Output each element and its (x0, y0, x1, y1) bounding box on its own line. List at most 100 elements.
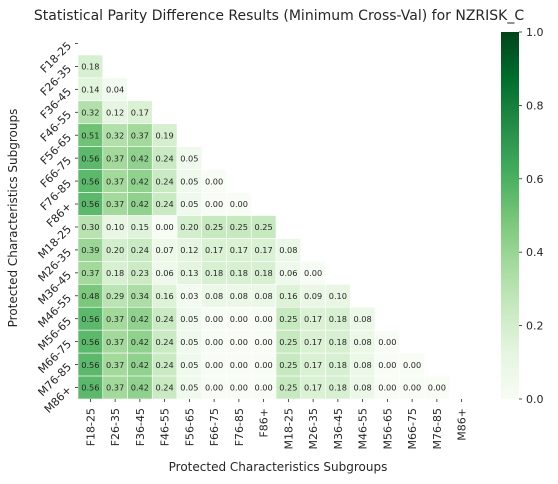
x-tick-label: M26-35 (307, 408, 320, 449)
cell-value-label: 0.42 (131, 337, 149, 347)
cell-value-label: 0.51 (81, 130, 99, 140)
cell-value-label: 0.25 (279, 337, 297, 347)
y-axis-ticks: F18-25F26-35F36-45F46-55F56-65F66-75F76-… (36, 39, 78, 416)
cell-value-label: 0.32 (81, 107, 99, 117)
cell-value-label: 0.05 (180, 314, 198, 324)
cell-value-label: 0.29 (106, 291, 124, 301)
x-tick-label: F18-25 (84, 408, 97, 446)
colorbar-tick-label: 0.6 (526, 173, 544, 186)
cell-value-label: 0.17 (304, 314, 322, 324)
cell-value-label: 0.37 (131, 130, 149, 140)
cell-value-label: 0.30 (81, 222, 99, 232)
cell-value-label: 0.00 (205, 383, 223, 393)
cell-value-label: 0.18 (329, 360, 347, 370)
cell-value-label: 0.18 (329, 314, 347, 324)
colorbar-tick-label: 0.4 (526, 246, 544, 259)
cell-value-label: 0.00 (205, 337, 223, 347)
cell-value-label: 0.00 (230, 383, 248, 393)
cell-value-label: 0.00 (255, 314, 273, 324)
cell-value-label: 0.18 (81, 62, 99, 72)
chart-title: Statistical Parity Difference Results (M… (34, 8, 524, 24)
cell-value-label: 0.00 (428, 383, 446, 393)
cell-value-label: 0.25 (255, 222, 273, 232)
x-tick-label: M56-65 (381, 408, 394, 449)
cell-value-label: 0.39 (81, 245, 99, 255)
cell-value-label: 0.24 (156, 314, 174, 324)
cell-value-label: 0.18 (205, 268, 223, 278)
cell-value-label: 0.56 (81, 337, 99, 347)
cell-value-label: 0.56 (81, 314, 99, 324)
cell-value-label: 0.24 (156, 337, 174, 347)
cell-value-label: 0.37 (106, 199, 124, 209)
cell-value-label: 0.24 (131, 245, 149, 255)
cell-value-label: 0.24 (156, 153, 174, 163)
cell-value-label: 0.05 (180, 199, 198, 209)
cell-value-label: 0.18 (329, 383, 347, 393)
cell-value-label: 0.00 (304, 268, 322, 278)
cell-value-label: 0.42 (131, 383, 149, 393)
cell-value-label: 0.06 (279, 268, 297, 278)
cell-value-label: 0.00 (378, 337, 396, 347)
cell-value-label: 0.24 (156, 360, 174, 370)
x-tick-label: F26-35 (109, 408, 122, 446)
colorbar-tick-label: 0.0 (526, 393, 544, 406)
cell-value-label: 0.00 (403, 360, 421, 370)
colorbar-ticks: 0.0 0.2 0.4 0.6 0.8 1.0 (519, 26, 544, 406)
x-tick-label: M66-75 (406, 408, 419, 449)
cell-value-label: 0.00 (230, 337, 248, 347)
x-tick-label: M36-45 (332, 408, 345, 449)
cell-value-label: 0.07 (156, 245, 174, 255)
cell-value-label: 0.12 (106, 107, 124, 117)
cell-value-label: 0.56 (81, 153, 99, 163)
cell-value-label: 0.00 (205, 176, 223, 186)
cell-value-label: 0.42 (131, 153, 149, 163)
cell-value-label: 0.05 (180, 383, 198, 393)
cell-value-label: 0.37 (106, 337, 124, 347)
cell-value-label: 0.00 (156, 222, 174, 232)
cell-value-label: 0.15 (131, 222, 149, 232)
heatmap-cell-labels: 0.18 0.14 0.04 0.32 0.12 0.17 0.51 0.32 0.37 0.19… (81, 62, 446, 393)
cell-value-label: 0.04 (106, 85, 124, 95)
cell-value-label: 0.56 (81, 360, 99, 370)
cell-value-label: 0.08 (354, 383, 372, 393)
cell-value-label: 0.00 (255, 360, 273, 370)
cell-value-label: 0.00 (378, 383, 396, 393)
cell-value-label: 0.08 (354, 337, 372, 347)
x-tick-label: M18-25 (282, 408, 295, 449)
cell-value-label: 0.16 (279, 291, 297, 301)
cell-value-label: 0.37 (106, 314, 124, 324)
cell-value-label: 0.17 (230, 245, 248, 255)
cell-value-label: 0.05 (180, 153, 198, 163)
cell-value-label: 0.00 (255, 337, 273, 347)
cell-value-label: 0.13 (180, 268, 198, 278)
cell-value-label: 0.56 (81, 199, 99, 209)
cell-value-label: 0.56 (81, 383, 99, 393)
cell-value-label: 0.06 (156, 268, 174, 278)
cell-value-label: 0.18 (230, 268, 248, 278)
cell-value-label: 0.24 (156, 199, 174, 209)
cell-value-label: 0.37 (106, 176, 124, 186)
cell-value-label: 0.17 (131, 107, 149, 117)
cell-value-label: 0.37 (106, 153, 124, 163)
x-tick-label: F36-45 (134, 408, 147, 446)
cell-value-label: 0.00 (205, 360, 223, 370)
cell-value-label: 0.42 (131, 176, 149, 186)
cell-value-label: 0.23 (131, 268, 149, 278)
cell-value-label: 0.08 (205, 291, 223, 301)
colorbar-tick-label: 1.0 (526, 26, 544, 39)
cell-value-label: 0.42 (131, 360, 149, 370)
cell-value-label: 0.00 (205, 314, 223, 324)
x-tick-label: M46-55 (357, 408, 370, 449)
cell-value-label: 0.05 (180, 360, 198, 370)
cell-value-label: 0.00 (230, 199, 248, 209)
cell-value-label: 0.17 (304, 383, 322, 393)
cell-value-label: 0.16 (156, 291, 174, 301)
colorbar-tick-label: 0.8 (526, 99, 544, 112)
cell-value-label: 0.00 (255, 383, 273, 393)
x-tick-label: F56-65 (183, 408, 196, 446)
cell-value-label: 0.08 (354, 314, 372, 324)
cell-value-label: 0.17 (205, 245, 223, 255)
x-tick-label: F76-85 (233, 408, 246, 446)
cell-value-label: 0.25 (205, 222, 223, 232)
